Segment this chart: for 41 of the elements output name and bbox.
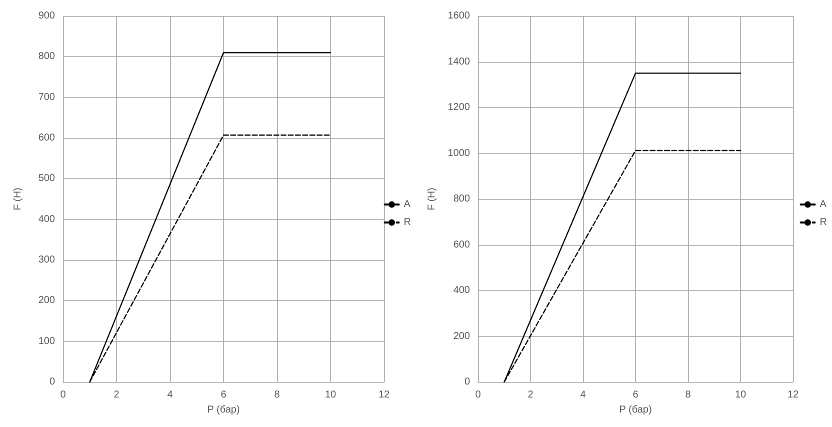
y-tick-label: 300 bbox=[38, 254, 56, 266]
y-tick-label: 700 bbox=[38, 92, 56, 103]
y-tick-label: 200 bbox=[453, 330, 470, 342]
y-tick-label: 200 bbox=[38, 295, 56, 306]
x-tick-label: 8 bbox=[274, 390, 280, 400]
y-tick-label: 800 bbox=[453, 194, 470, 204]
legend-label: A bbox=[820, 199, 827, 210]
y-tick-label: 400 bbox=[38, 214, 56, 225]
x-tick-label: 0 bbox=[60, 390, 66, 400]
y-tick-label: 500 bbox=[38, 173, 56, 184]
x-tick-label: 8 bbox=[685, 390, 692, 400]
legend-label: A bbox=[404, 199, 411, 210]
x-tick-label: 6 bbox=[632, 390, 639, 400]
y-tick-label: 1400 bbox=[448, 56, 470, 68]
y-tick-label: 1600 bbox=[448, 10, 470, 22]
x-axis-title: P (бар) bbox=[619, 404, 652, 416]
x-tick-label: 10 bbox=[324, 390, 336, 400]
y-tick-label: 100 bbox=[38, 336, 56, 347]
y-axis-title: F (H) bbox=[12, 188, 24, 210]
x-tick-label: 10 bbox=[734, 390, 746, 400]
y-tick-label: 1000 bbox=[448, 148, 470, 159]
y-tick-label: 400 bbox=[453, 285, 470, 296]
y-tick-label: 600 bbox=[38, 132, 56, 144]
x-tick-label: 12 bbox=[787, 390, 799, 400]
x-tick-label: 2 bbox=[114, 390, 120, 400]
legend-label: R bbox=[820, 217, 828, 228]
legend-label: R bbox=[404, 217, 412, 228]
x-tick-label: 4 bbox=[167, 390, 174, 400]
y-tick-label: 0 bbox=[464, 376, 470, 388]
y-tick-label: 800 bbox=[38, 51, 56, 62]
y-tick-label: 600 bbox=[453, 239, 470, 250]
y-tick-label: 1200 bbox=[448, 102, 470, 113]
x-tick-label: 0 bbox=[475, 390, 482, 400]
x-tick-label: 6 bbox=[220, 390, 227, 400]
x-tick-label: 12 bbox=[378, 390, 390, 400]
x-axis-title: P (бар) bbox=[207, 404, 240, 416]
y-tick-label: 0 bbox=[49, 376, 56, 388]
y-axis-title: F (H) bbox=[426, 188, 438, 210]
x-tick-label: 4 bbox=[580, 390, 586, 400]
y-tick-label: 900 bbox=[38, 10, 56, 22]
x-tick-label: 2 bbox=[528, 390, 534, 400]
